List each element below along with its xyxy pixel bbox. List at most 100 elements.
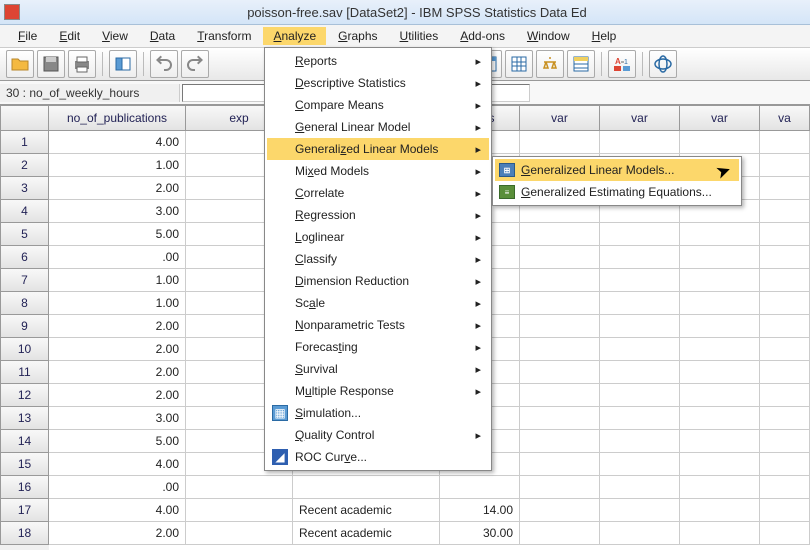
submenu-item-gee[interactable]: ≡Generalized Estimating Equations... — [495, 181, 739, 203]
data-cell[interactable] — [600, 384, 680, 407]
row-header[interactable]: 11 — [0, 361, 49, 384]
row-header[interactable]: 12 — [0, 384, 49, 407]
menu-item-survival[interactable]: Survival — [267, 358, 489, 380]
row-header[interactable]: 16 — [0, 476, 49, 499]
data-cell[interactable] — [760, 246, 810, 269]
redo-button[interactable] — [181, 50, 209, 78]
data-cell[interactable] — [680, 269, 760, 292]
data-cell[interactable] — [600, 476, 680, 499]
data-cell[interactable]: 2.00 — [49, 384, 186, 407]
menu-item-roc-curve-[interactable]: ◢ROC Curve... — [267, 446, 489, 468]
data-cell[interactable]: 1.00 — [49, 269, 186, 292]
data-cell[interactable] — [760, 200, 810, 223]
undo-button[interactable] — [150, 50, 178, 78]
data-cell[interactable] — [680, 453, 760, 476]
data-cell[interactable] — [186, 476, 293, 499]
data-cell[interactable] — [600, 361, 680, 384]
menu-item-loglinear[interactable]: Loglinear — [267, 226, 489, 248]
data-cell[interactable] — [520, 476, 600, 499]
data-cell[interactable] — [600, 499, 680, 522]
data-cell[interactable]: 5.00 — [49, 223, 186, 246]
row-header[interactable]: 7 — [0, 269, 49, 292]
data-cell[interactable]: 3.00 — [49, 407, 186, 430]
menu-file[interactable]: File — [8, 27, 47, 45]
data-cell[interactable] — [600, 338, 680, 361]
data-cell[interactable] — [680, 430, 760, 453]
menu-item-reports[interactable]: Reports — [267, 50, 489, 72]
column-header[interactable]: no_of_publications — [49, 105, 186, 131]
data-cell[interactable] — [760, 292, 810, 315]
data-cell[interactable]: 2.00 — [49, 177, 186, 200]
data-cell[interactable]: 4.00 — [49, 453, 186, 476]
data-cell[interactable]: 30.00 — [440, 522, 520, 545]
data-cell[interactable] — [760, 361, 810, 384]
data-cell[interactable] — [760, 315, 810, 338]
data-cell[interactable] — [760, 453, 810, 476]
data-cell[interactable] — [760, 430, 810, 453]
value-labels-button[interactable]: A1 — [608, 50, 636, 78]
data-cell[interactable] — [520, 131, 600, 154]
menu-data[interactable]: Data — [140, 27, 185, 45]
menu-utilities[interactable]: Utilities — [390, 27, 449, 45]
data-cell[interactable] — [600, 269, 680, 292]
menu-item-compare-means[interactable]: Compare Means — [267, 94, 489, 116]
data-cell[interactable] — [520, 453, 600, 476]
data-cell[interactable] — [760, 269, 810, 292]
menu-item-classify[interactable]: Classify — [267, 248, 489, 270]
menu-item-dimension-reduction[interactable]: Dimension Reduction — [267, 270, 489, 292]
row-header[interactable]: 8 — [0, 292, 49, 315]
row-header[interactable]: 2 — [0, 154, 49, 177]
data-cell[interactable]: 1.00 — [49, 292, 186, 315]
data-cell[interactable]: 14.00 — [440, 499, 520, 522]
data-cell[interactable]: 3.00 — [49, 200, 186, 223]
data-cell[interactable] — [760, 338, 810, 361]
data-cell[interactable] — [680, 361, 760, 384]
data-cell[interactable] — [680, 292, 760, 315]
data-cell[interactable] — [760, 522, 810, 545]
menu-item-nonparametric-tests[interactable]: Nonparametric Tests — [267, 314, 489, 336]
data-cell[interactable]: 2.00 — [49, 338, 186, 361]
data-cell[interactable] — [680, 223, 760, 246]
row-header[interactable]: 14 — [0, 430, 49, 453]
data-cell[interactable] — [600, 407, 680, 430]
column-header[interactable]: var — [680, 105, 760, 131]
menu-item-generalized-linear-models[interactable]: Generalized Linear Models — [267, 138, 489, 160]
menu-help[interactable]: Help — [582, 27, 627, 45]
menu-item-quality-control[interactable]: Quality Control — [267, 424, 489, 446]
data-cell[interactable] — [760, 177, 810, 200]
submenu-item-glm[interactable]: ⊞Generalized Linear Models... — [495, 159, 739, 181]
menu-transform[interactable]: Transform — [187, 27, 261, 45]
menu-graphs[interactable]: Graphs — [328, 27, 387, 45]
row-header[interactable]: 6 — [0, 246, 49, 269]
data-cell[interactable] — [760, 476, 810, 499]
grid-button[interactable] — [505, 50, 533, 78]
data-cell[interactable] — [760, 407, 810, 430]
menu-analyze[interactable]: Analyze — [263, 27, 326, 45]
data-cell[interactable] — [520, 522, 600, 545]
menu-add-ons[interactable]: Add-ons — [450, 27, 515, 45]
data-cell[interactable] — [680, 407, 760, 430]
open-button[interactable] — [6, 50, 34, 78]
data-cell[interactable] — [186, 499, 293, 522]
weight-button[interactable] — [536, 50, 564, 78]
menu-edit[interactable]: Edit — [49, 27, 90, 45]
data-cell[interactable] — [600, 292, 680, 315]
data-cell[interactable] — [293, 476, 440, 499]
row-header[interactable]: 4 — [0, 200, 49, 223]
menu-item-correlate[interactable]: Correlate — [267, 182, 489, 204]
data-cell[interactable] — [600, 246, 680, 269]
menu-item-simulation-[interactable]: ▦Simulation... — [267, 402, 489, 424]
data-cell[interactable] — [600, 315, 680, 338]
data-cell[interactable]: 2.00 — [49, 522, 186, 545]
column-header[interactable]: va — [760, 105, 810, 131]
data-cell[interactable] — [520, 223, 600, 246]
data-cell[interactable] — [680, 384, 760, 407]
menu-item-descriptive-statistics[interactable]: Descriptive Statistics — [267, 72, 489, 94]
data-cell[interactable]: 4.00 — [49, 499, 186, 522]
data-cell[interactable] — [600, 430, 680, 453]
row-header[interactable]: 10 — [0, 338, 49, 361]
data-cell[interactable] — [186, 522, 293, 545]
row-header[interactable]: 15 — [0, 453, 49, 476]
data-cell[interactable] — [680, 131, 760, 154]
data-cell[interactable]: Recent academic — [293, 499, 440, 522]
